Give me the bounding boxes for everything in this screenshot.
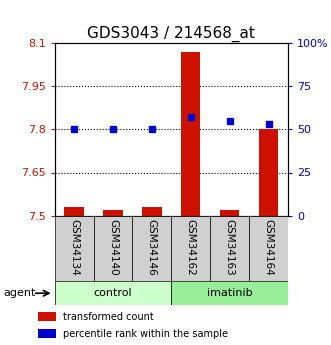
Bar — [103, 210, 123, 216]
Text: GSM34162: GSM34162 — [186, 219, 196, 276]
Bar — [181, 52, 201, 216]
Bar — [171, 216, 210, 281]
Bar — [210, 216, 249, 281]
Text: transformed count: transformed count — [63, 312, 154, 322]
Bar — [259, 129, 278, 216]
Text: GSM34134: GSM34134 — [69, 219, 79, 276]
Bar — [64, 207, 84, 216]
Text: percentile rank within the sample: percentile rank within the sample — [63, 329, 228, 339]
Bar — [249, 216, 288, 281]
Text: control: control — [94, 288, 132, 298]
Bar — [132, 216, 171, 281]
Bar — [171, 281, 288, 305]
Text: GSM34164: GSM34164 — [263, 219, 273, 276]
Bar — [142, 207, 162, 216]
Title: GDS3043 / 214568_at: GDS3043 / 214568_at — [87, 26, 255, 42]
Text: imatinib: imatinib — [207, 288, 253, 298]
Bar — [220, 210, 239, 216]
Bar — [55, 281, 171, 305]
Text: GSM34146: GSM34146 — [147, 219, 157, 276]
Text: agent: agent — [3, 288, 36, 298]
Bar — [38, 312, 56, 321]
Bar — [93, 216, 132, 281]
Text: GSM34140: GSM34140 — [108, 219, 118, 276]
Bar — [55, 216, 93, 281]
Text: GSM34163: GSM34163 — [225, 219, 235, 276]
Bar — [38, 329, 56, 338]
